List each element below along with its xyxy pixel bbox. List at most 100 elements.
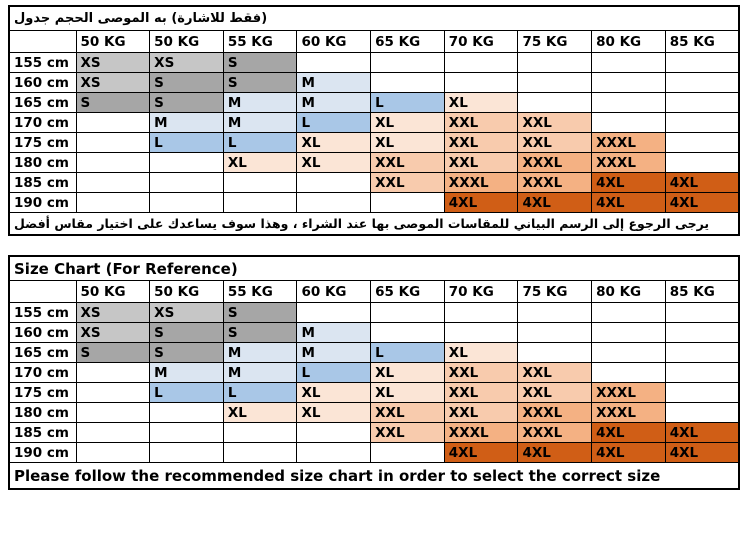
empty-cell — [664, 52, 740, 73]
size-cell: 4XL — [517, 442, 593, 463]
empty-cell — [149, 402, 224, 423]
height-label-cell: 160 cm — [8, 322, 77, 343]
height-row: 190 cm 4XL 4XL 4XL 4XL — [8, 192, 740, 213]
empty-cell — [75, 172, 151, 193]
height-label-cell: 175 cm — [8, 382, 77, 403]
size-cell: XL — [370, 362, 445, 383]
empty-cell — [370, 302, 445, 323]
empty-cell — [222, 442, 298, 463]
empty-cell — [75, 382, 151, 403]
size-cell: 4XL — [664, 192, 740, 213]
height-label-cell: 185 cm — [8, 172, 77, 193]
empty-cell — [75, 362, 151, 383]
title-word: مقاس — [54, 216, 93, 231]
size-cell: S — [149, 92, 224, 113]
height-label-cell: 165 cm — [8, 92, 77, 113]
size-cell: XXXL — [591, 132, 666, 153]
empty-cell — [664, 362, 740, 383]
empty-cell — [370, 442, 445, 463]
height-label-cell: 180 cm — [8, 152, 77, 173]
empty-cell — [149, 172, 224, 193]
height-label-cell: 180 cm — [8, 402, 77, 423]
note-row-arabic: أفضل مقاس اختيار على يساعدك سوف وهذا ، ا… — [8, 212, 740, 236]
size-cell: 4XL — [443, 192, 519, 213]
empty-cell — [370, 192, 445, 213]
size-cell: L — [370, 342, 445, 363]
size-cell: 4XL — [591, 422, 666, 443]
empty-cell — [370, 52, 445, 73]
size-cell: XL — [443, 92, 519, 113]
size-cell: XXXL — [517, 422, 593, 443]
empty-cell — [664, 322, 740, 343]
size-cell: 4XL — [591, 192, 666, 213]
size-cell: M — [296, 72, 372, 93]
empty-cell — [664, 152, 740, 173]
size-cell: XXXL — [517, 402, 593, 423]
weight-header-cell: 60 KG — [296, 30, 372, 53]
height-row: 160 cm XS S S M — [8, 72, 740, 93]
title-word: اختيار — [97, 216, 133, 231]
size-cell: XXL — [370, 172, 445, 193]
size-cell: XXL — [517, 112, 593, 133]
empty-cell — [149, 152, 224, 173]
weight-header-cell: 50 KG — [75, 30, 151, 53]
height-row: 165 cm S S M M L XL — [8, 92, 740, 113]
size-cell: XL — [296, 402, 372, 423]
weight-header-cell: 70 KG — [443, 30, 519, 53]
empty-cell — [517, 52, 593, 73]
size-cell: XXXL — [517, 172, 593, 193]
size-cell: XXXL — [591, 152, 666, 173]
title-word: عند — [346, 216, 368, 231]
size-cell: XXL — [370, 422, 445, 443]
size-cell: XS — [75, 72, 151, 93]
empty-cell — [591, 362, 666, 383]
size-cell: 4XL — [664, 422, 740, 443]
size-chart-page: جدول الحجم الموصى به (للاشارة فقط) 50 KG… — [8, 5, 740, 490]
size-cell: M — [222, 342, 298, 363]
size-cell: XXL — [443, 402, 519, 423]
height-row: 155 cm XS XS S — [8, 302, 740, 323]
empty-cell — [75, 112, 151, 133]
size-cell: L — [222, 382, 298, 403]
size-cell: XL — [296, 382, 372, 403]
size-cell: S — [149, 322, 224, 343]
height-label-cell: 155 cm — [8, 52, 77, 73]
table-foot-english: Please follow the recommended size chart… — [8, 462, 740, 490]
empty-cell — [664, 342, 740, 363]
weight-header-cell: 85 KG — [664, 30, 740, 53]
title-word: به — [154, 11, 167, 26]
weight-header-cell: 85 KG — [664, 280, 740, 303]
empty-cell — [591, 302, 666, 323]
height-row: 180 cm XL XL XXL XXL XXXL XXXL — [8, 402, 740, 423]
size-cell: L — [296, 362, 372, 383]
empty-cell — [517, 92, 593, 113]
title-word: يرجى — [674, 216, 710, 231]
empty-cell — [296, 52, 372, 73]
weight-header-cell: 65 KG — [370, 30, 445, 53]
size-grid-arabic: 155 cm XS XS S 160 cm XS S S M 165 cm S S M M L XL 170 c… — [8, 52, 740, 213]
size-cell: XXL — [443, 132, 519, 153]
empty-cell — [443, 52, 519, 73]
height-label-cell: 165 cm — [8, 342, 77, 363]
height-row: 170 cm M M L XL XXL XXL — [8, 112, 740, 133]
size-cell: M — [296, 322, 372, 343]
size-cell: L — [296, 112, 372, 133]
empty-cell — [517, 72, 593, 93]
size-cell: S — [222, 52, 298, 73]
size-cell: L — [222, 132, 298, 153]
size-cell: XL — [222, 152, 298, 173]
height-row: 190 cm 4XL 4XL 4XL 4XL — [8, 442, 740, 463]
size-cell: XXL — [517, 132, 593, 153]
title-word: جدول — [14, 11, 51, 26]
empty-cell — [222, 172, 298, 193]
size-cell: XXL — [370, 152, 445, 173]
size-cell: M — [222, 92, 298, 113]
size-cell: XL — [370, 382, 445, 403]
empty-cell — [591, 52, 666, 73]
size-cell: XS — [75, 322, 151, 343]
size-cell: XS — [149, 302, 224, 323]
title-word: بها — [371, 216, 390, 231]
title-row-english: Size Chart (For Reference) — [8, 255, 740, 281]
weight-header-cell: 80 KG — [591, 280, 666, 303]
empty-cell — [75, 442, 151, 463]
